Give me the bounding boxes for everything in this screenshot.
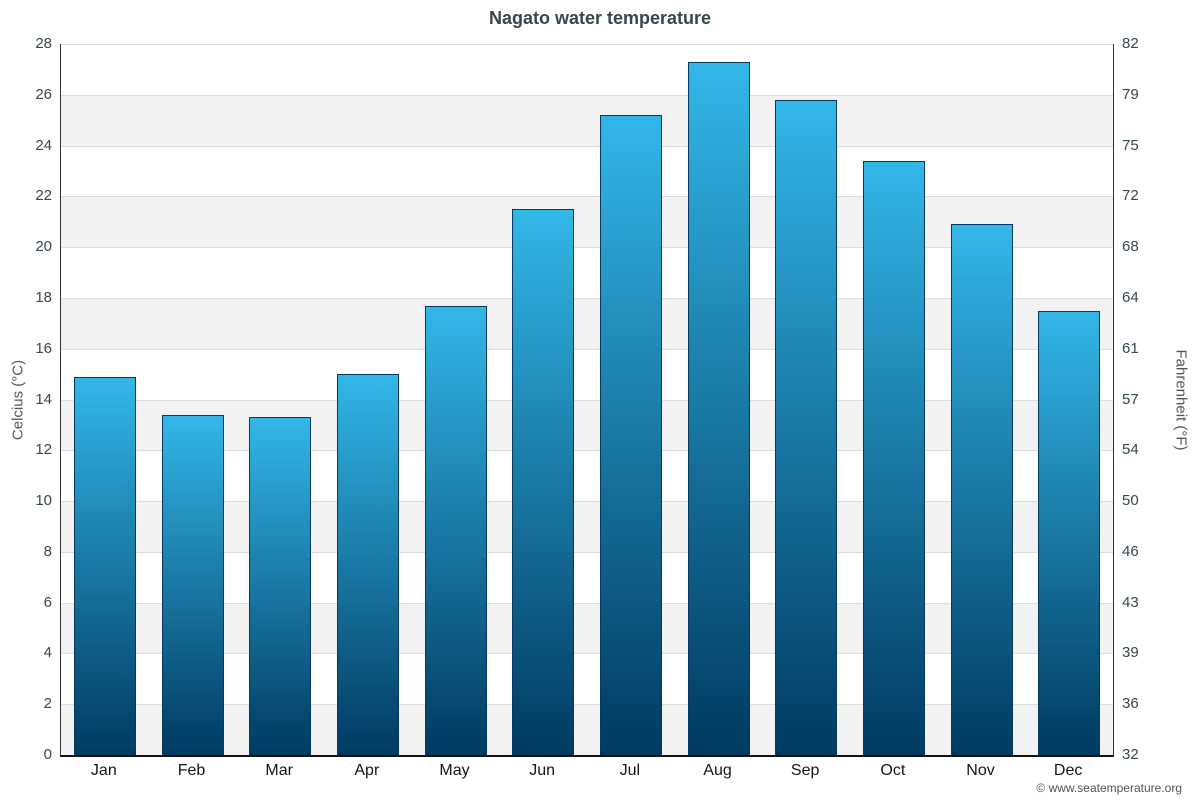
fahrenheit-tick-label: 50 <box>1122 492 1139 510</box>
celsius-tick-label: 24 <box>35 136 52 154</box>
fahrenheit-tick-label: 79 <box>1122 85 1139 103</box>
celsius-tick-label: 6 <box>43 593 52 611</box>
bar-oct <box>862 161 925 755</box>
celsius-tick-label: 2 <box>43 695 52 713</box>
gridline <box>61 602 1113 604</box>
gridline <box>61 501 1113 503</box>
celsius-tick-label: 16 <box>35 339 52 357</box>
x-axis-label-apr: Apr <box>354 762 380 779</box>
gridline <box>61 704 1113 706</box>
bar-may <box>424 306 487 755</box>
plot-band <box>61 399 1113 451</box>
celsius-tick-label: 4 <box>43 644 52 662</box>
fahrenheit-tick-label: 82 <box>1122 35 1139 52</box>
plot-band <box>61 145 1113 197</box>
gridline <box>61 44 1113 45</box>
celsius-tick-label: 26 <box>35 85 52 103</box>
celsius-tick-label: 0 <box>43 746 52 763</box>
x-axis-label-may: May <box>439 762 470 779</box>
x-axis-label-nov: Nov <box>966 762 995 779</box>
fahrenheit-tick-label: 43 <box>1122 593 1139 611</box>
x-axis-label-aug: Aug <box>703 762 732 779</box>
bar-mar <box>249 417 312 755</box>
fahrenheit-tick-label: 36 <box>1122 695 1139 713</box>
bar-jun <box>512 209 575 755</box>
celsius-tick-label: 28 <box>35 35 52 52</box>
bar-dec <box>1038 311 1101 755</box>
celsius-tick-label: 22 <box>35 187 52 205</box>
plot-band <box>61 247 1113 298</box>
bar-sep <box>775 100 838 755</box>
fahrenheit-tick-label: 75 <box>1122 136 1139 154</box>
plot-band <box>61 196 1113 248</box>
x-axis-label-sep: Sep <box>790 762 820 779</box>
fahrenheit-tick-label: 32 <box>1122 746 1139 763</box>
plot-band <box>61 297 1113 349</box>
fahrenheit-tick-label: 57 <box>1122 390 1139 408</box>
x-axis-label-oct: Oct <box>880 762 906 779</box>
gridline <box>61 196 1113 198</box>
fahrenheit-tick-label: 68 <box>1122 238 1139 256</box>
fahrenheit-tick-label: 72 <box>1122 187 1139 205</box>
plot-band <box>61 653 1113 705</box>
gridline <box>61 653 1113 655</box>
x-axis-label-jan: Jan <box>90 762 117 779</box>
gridline <box>61 94 1113 96</box>
bar-aug <box>687 62 750 755</box>
plot-band <box>61 450 1113 502</box>
fahrenheit-tick-label: 46 <box>1122 542 1139 560</box>
x-axis-label-feb: Feb <box>177 762 206 779</box>
celsius-tick-label: 10 <box>35 492 52 510</box>
bar-nov <box>950 224 1013 755</box>
gridline <box>61 399 1113 401</box>
bar-apr <box>336 374 399 755</box>
plot-band <box>61 94 1113 146</box>
plot-band <box>61 501 1113 552</box>
x-axis-label-jun: Jun <box>529 762 556 779</box>
celsius-tick-label: 8 <box>43 542 52 560</box>
fahrenheit-tick-label: 64 <box>1122 288 1139 306</box>
bar-jan <box>73 377 136 755</box>
gridline <box>61 348 1113 350</box>
fahrenheit-tick-label: 54 <box>1122 441 1139 459</box>
bar-feb <box>161 415 224 755</box>
plot-band <box>61 348 1113 400</box>
plot-band <box>61 704 1113 755</box>
copyright-text: © www.seatemperature.org <box>1036 781 1182 795</box>
celsius-tick-label: 14 <box>35 390 52 408</box>
chart-title: Nagato water temperature <box>488 8 712 28</box>
celsius-tick-label: 12 <box>35 441 52 459</box>
bar-jul <box>599 115 662 755</box>
celsius-tick-label: 18 <box>35 288 52 306</box>
plot-band <box>61 602 1113 654</box>
x-axis-label-jul: Jul <box>619 762 641 779</box>
x-axis-label-mar: Mar <box>265 762 293 779</box>
fahrenheit-tick-label: 39 <box>1122 644 1139 662</box>
gridline <box>61 450 1113 452</box>
plot-band <box>61 44 1113 95</box>
plot-area <box>60 44 1114 757</box>
gridline <box>61 247 1113 249</box>
plot-band <box>61 551 1113 603</box>
gridline <box>61 297 1113 299</box>
gridline <box>61 145 1113 147</box>
x-axis-label-dec: Dec <box>1053 762 1083 779</box>
celsius-tick-label: 20 <box>35 238 52 256</box>
y-axis-label-fahrenheit: Fahrenheit (°F) <box>1172 349 1190 451</box>
fahrenheit-tick-label: 61 <box>1122 339 1139 357</box>
gridline <box>61 551 1113 553</box>
